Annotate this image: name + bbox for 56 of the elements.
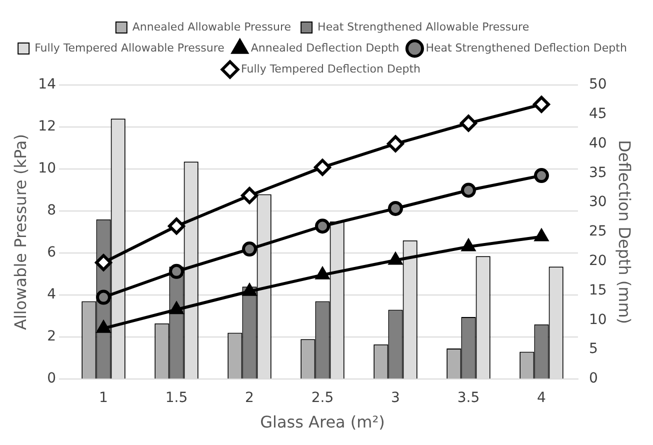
point [388, 252, 402, 265]
x-tick-label: 4 [537, 390, 546, 406]
y2-tick-label: 5 [588, 341, 598, 358]
x-axis-title: Glass Area (m²) [260, 412, 385, 432]
point [241, 187, 258, 204]
point [534, 229, 548, 242]
y-tick-label: 2 [47, 328, 56, 345]
point [315, 218, 330, 234]
x-tick-label: 1 [99, 390, 108, 406]
x-tick-label: 3 [391, 390, 400, 406]
y2-tick-label: 40 [588, 135, 607, 152]
point [168, 218, 186, 235]
point [96, 290, 112, 305]
point [460, 182, 476, 198]
y2-tick-label: 50 [588, 76, 607, 93]
y2-tick-label: 30 [588, 194, 607, 210]
legend-label: Heat Strengthened Deflection Depth [426, 41, 627, 54]
point [386, 135, 404, 152]
y2-tick-label: 35 [588, 164, 607, 181]
point [170, 302, 184, 314]
y-tick-label: 14 [38, 76, 56, 93]
legend-label: Fully Tempered Deflection Depth [241, 62, 421, 76]
point [532, 96, 550, 113]
point [96, 320, 110, 333]
x-tick-label: 1.5 [165, 390, 188, 406]
y-tick-label: 6 [47, 244, 56, 261]
y-axis-title: Allowable Pressure (kPa) [10, 134, 30, 330]
legend-label: Fully Tempered Allowable Pressure [34, 41, 225, 54]
y-tick-label: 4 [47, 286, 56, 303]
point [534, 168, 549, 184]
y2-axis-title: Deflection Depth (mm) [615, 140, 634, 324]
y2-tick-label: 10 [588, 312, 607, 328]
point [462, 239, 476, 252]
y2-tick-label: 45 [588, 106, 607, 122]
y2-tick-label: 20 [588, 253, 607, 270]
point [316, 267, 330, 280]
y-tick-label: 12 [38, 118, 56, 135]
y-tick-label: 10 [38, 160, 56, 177]
y2-tick-label: 15 [588, 282, 607, 298]
legend-label: Annealed Deflection Depth [250, 41, 400, 54]
x-tick-label: 2.5 [311, 390, 334, 406]
point [242, 284, 256, 296]
point [95, 254, 112, 272]
x-tick-label: 3.5 [457, 390, 480, 406]
x-tick-label: 2 [245, 390, 254, 406]
y2-tick-label: 25 [588, 224, 607, 240]
legend-label: Heat Strengthened Allowable Pressure [318, 20, 530, 34]
y2-tick-label: 0 [588, 370, 598, 387]
point [460, 114, 477, 132]
legend-label: Annealed Allowable Pressure [132, 20, 292, 34]
point [242, 242, 258, 257]
y-tick-label: 0 [47, 370, 56, 387]
point [169, 264, 184, 279]
point [388, 200, 403, 216]
point [314, 158, 331, 176]
y-tick-label: 8 [47, 202, 56, 219]
